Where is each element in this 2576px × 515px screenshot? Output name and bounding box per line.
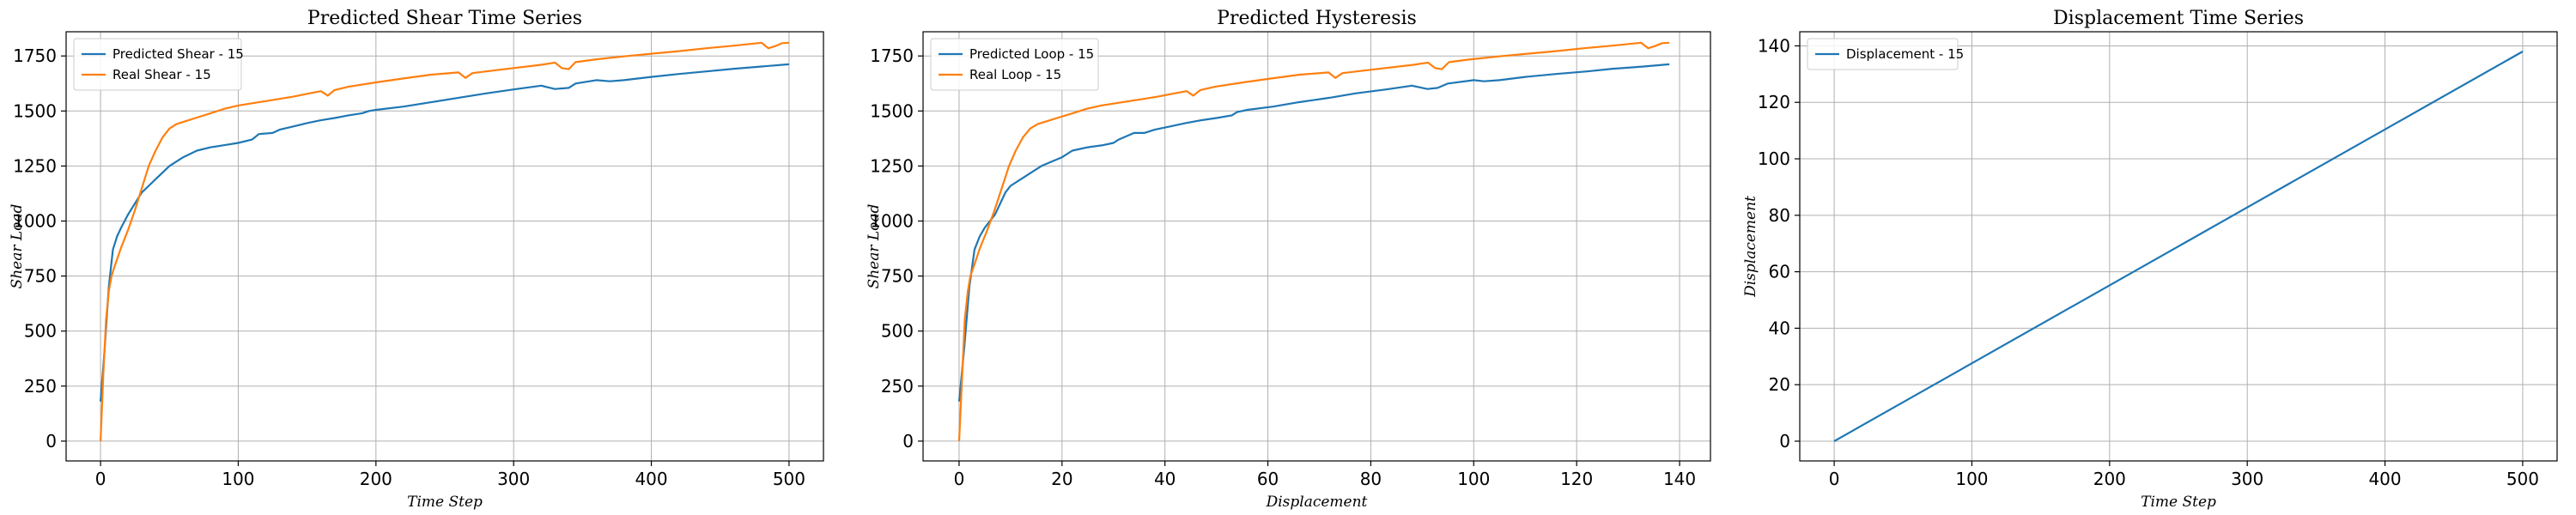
- x-axis-label: Displacement: [1266, 494, 1368, 511]
- x-tick-label: 500: [2506, 469, 2539, 489]
- x-tick-label: 0: [954, 469, 965, 489]
- y-tick-label: 40: [1769, 318, 1790, 338]
- y-tick-label: 140: [1758, 35, 1790, 56]
- chart-3: 0 100 200 300 400 500 0 20 40 60 80 100 120 140 Displa…: [1742, 8, 2558, 511]
- series-line-2: [957, 41, 1670, 441]
- x-tick-label: 400: [2368, 469, 2401, 489]
- x-tick-label: 100: [1457, 469, 1490, 489]
- y-tick-label: 500: [881, 321, 914, 342]
- y-tick-label: 750: [881, 266, 914, 287]
- legend-entry: Predicted Loop - 15: [969, 46, 1094, 62]
- y-axis-label: Displacement: [1742, 196, 1759, 298]
- x-axis-label: Time Step: [2141, 494, 2216, 511]
- y-tick-label: 100: [1758, 148, 1790, 169]
- y-axis-label: Shear Load: [866, 203, 883, 288]
- y-tick-label: 1000: [870, 211, 914, 232]
- series-line-2: [100, 41, 789, 441]
- y-tick-label: 750: [24, 266, 57, 287]
- series-line-1: [100, 63, 789, 402]
- y-tick-label: 1000: [13, 211, 57, 232]
- legend-entry: Real Loop - 15: [969, 67, 1061, 82]
- y-tick-label: 0: [902, 431, 914, 451]
- x-tick-label: 60: [1257, 469, 1279, 489]
- legend-box: [930, 38, 1099, 91]
- legend-entry: Predicted Shear - 15: [112, 46, 244, 62]
- x-tick-label: 200: [2093, 469, 2126, 489]
- y-tick-label: 0: [1779, 431, 1790, 451]
- chart-title: Predicted Shear Time Series: [307, 8, 582, 29]
- x-axis-label: Time Step: [407, 494, 483, 511]
- y-tick-label: 1500: [13, 100, 57, 121]
- x-tick-label: 0: [1829, 469, 1840, 489]
- y-tick-label: 500: [24, 321, 57, 342]
- y-tick-label: 1500: [870, 100, 914, 121]
- chart-title: Displacement Time Series: [2053, 8, 2304, 29]
- x-tick-label: 500: [773, 469, 805, 489]
- plot-frame: [65, 31, 824, 462]
- x-tick-label: 20: [1051, 469, 1072, 489]
- y-tick-label: 20: [1769, 374, 1790, 395]
- x-tick-label: 140: [1663, 469, 1696, 489]
- plot-frame: [922, 31, 1711, 462]
- y-tick-label: 1250: [13, 155, 57, 176]
- legend: Displacement - 15: [1807, 38, 1964, 70]
- y-tick-label: 60: [1769, 262, 1790, 282]
- y-tick-label: 1750: [870, 45, 914, 66]
- y-tick-label: 250: [881, 376, 914, 397]
- x-tick-label: 200: [360, 469, 392, 489]
- x-tick-label: 40: [1154, 469, 1176, 489]
- x-tick-label: 0: [95, 469, 106, 489]
- legend-entry: Displacement - 15: [1846, 46, 1964, 62]
- chart-1: 0 100 200 300 400 500 0 250 500 750 1000 1250 1500 17…: [9, 8, 824, 511]
- y-tick-label: 1750: [13, 45, 57, 66]
- x-tick-label: 100: [222, 469, 254, 489]
- x-tick-label: 80: [1360, 469, 1382, 489]
- chart-2: 0 20 40 60 80 100 120 140 0 250 500 750 1000 1250 1500…: [866, 8, 1711, 511]
- chart-title: Predicted Hysteresis: [1217, 8, 1417, 29]
- y-axis-label: Shear Load: [9, 203, 26, 288]
- x-tick-label: 300: [497, 469, 530, 489]
- legend-box: [73, 38, 242, 91]
- series-line-1: [1833, 51, 2524, 442]
- x-tick-label: 300: [2231, 469, 2263, 489]
- y-tick-label: 1250: [870, 155, 914, 176]
- x-tick-label: 120: [1560, 469, 1593, 489]
- legend: Predicted Shear - 15 Real Shear - 15: [73, 38, 244, 91]
- legend-entry: Real Shear - 15: [112, 67, 211, 82]
- plot-frame: [1799, 31, 2558, 462]
- x-tick-label: 100: [1955, 469, 1988, 489]
- y-tick-label: 80: [1769, 205, 1790, 226]
- legend-box: [1807, 38, 1959, 70]
- y-tick-label: 120: [1758, 92, 1790, 112]
- legend: Predicted Loop - 15 Real Loop - 15: [930, 38, 1099, 91]
- x-tick-label: 400: [635, 469, 667, 489]
- series-line-1: [957, 63, 1670, 402]
- y-tick-label: 250: [24, 376, 57, 397]
- y-tick-label: 0: [46, 431, 57, 451]
